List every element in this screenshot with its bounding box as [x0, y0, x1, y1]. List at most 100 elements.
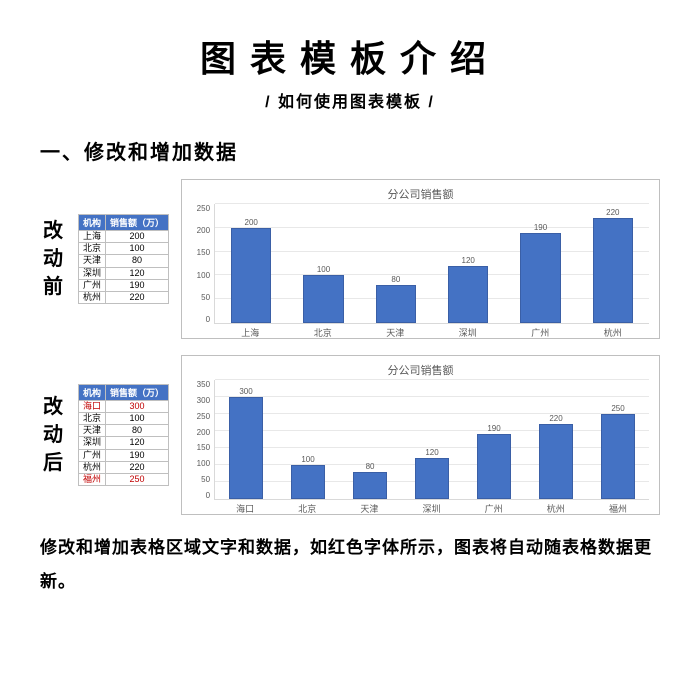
- xtick-label: 杭州: [525, 500, 587, 515]
- ytick-label: 200: [192, 428, 210, 437]
- bar-column: 190: [463, 380, 525, 499]
- bar: [291, 465, 326, 499]
- chart-yaxis: 0 50 100 150 200 250: [192, 204, 214, 324]
- chart-title: 分公司销售额: [192, 186, 649, 202]
- xtick-label: 海口: [214, 500, 276, 515]
- ytick-label: 0: [192, 491, 210, 500]
- ytick-label: 0: [192, 315, 210, 324]
- before-chart: 分公司销售额 0 50 100 150 200 250 200 100 80 120 19…: [181, 179, 660, 339]
- chart-title: 分公司销售额: [192, 362, 649, 378]
- table-header-col1: 机构: [79, 384, 106, 400]
- bar: [448, 266, 489, 323]
- bar-column: 100: [277, 380, 339, 499]
- ytick-label: 300: [192, 396, 210, 405]
- bar-column: 120: [432, 204, 504, 323]
- bar: [601, 414, 636, 499]
- before-row: 改动前 机构 销售额（万） 上海200北京100天津80深圳120广州190杭州…: [40, 179, 660, 339]
- bar-value-label: 120: [425, 448, 438, 457]
- ytick-label: 50: [192, 475, 210, 484]
- table-row: 深圳120: [79, 267, 169, 279]
- ytick-label: 150: [192, 443, 210, 452]
- bar-column: 80: [339, 380, 401, 499]
- table-header-col1: 机构: [79, 214, 106, 230]
- bar-column: 120: [401, 380, 463, 499]
- bar: [231, 228, 272, 323]
- bar-value-label: 100: [301, 455, 314, 464]
- xtick-label: 深圳: [400, 500, 462, 515]
- bar-value-label: 190: [534, 223, 547, 232]
- table-row: 上海200: [79, 230, 169, 242]
- xtick-label: 天津: [359, 324, 432, 339]
- table-header-col2: 销售额（万）: [106, 384, 169, 400]
- bar-column: 220: [525, 380, 587, 499]
- table-row: 天津80: [79, 255, 169, 267]
- before-label: 改动前: [40, 217, 66, 301]
- page: 图表模板介绍 / 如何使用图表模板 / 一、修改和增加数据 改动前 机构 销售额…: [0, 0, 700, 619]
- bar: [376, 285, 417, 323]
- xtick-label: 天津: [338, 500, 400, 515]
- chart-plot-area: 300 100 80 120 190 220 250: [214, 380, 649, 500]
- footer-text: 修改和增加表格区域文字和数据，如红色字体所示，图表将自动随表格数据更新。: [40, 531, 660, 599]
- bar: [539, 424, 574, 499]
- bar: [353, 472, 388, 499]
- bar: [415, 458, 450, 499]
- ytick-label: 250: [192, 412, 210, 421]
- bar-value-label: 80: [366, 462, 375, 471]
- xtick-label: 上海: [214, 324, 287, 339]
- bar-column: 100: [287, 204, 359, 323]
- chart-plot-area: 200 100 80 120 190 220: [214, 204, 649, 324]
- xtick-label: 杭州: [577, 324, 650, 339]
- table-row: 福州250: [79, 474, 169, 486]
- bar-column: 300: [215, 380, 277, 499]
- table-row: 杭州220: [79, 461, 169, 473]
- chart-yaxis: 0 50 100 150 200 250 300 350: [192, 380, 214, 500]
- bar-column: 190: [504, 204, 576, 323]
- after-row: 改动后 机构 销售额（万） 海口300北京100天津80深圳120广州190杭州…: [40, 355, 660, 515]
- xtick-label: 北京: [276, 500, 338, 515]
- table-row: 天津80: [79, 425, 169, 437]
- bar: [303, 275, 344, 323]
- bar: [229, 397, 264, 499]
- bar-value-label: 200: [245, 218, 258, 227]
- table-row: 广州190: [79, 279, 169, 291]
- section-heading: 一、修改和增加数据: [40, 136, 660, 165]
- ytick-label: 150: [192, 248, 210, 257]
- page-subtitle: / 如何使用图表模板 /: [40, 88, 660, 112]
- bar-value-label: 250: [611, 404, 624, 413]
- table-header-col2: 销售额（万）: [106, 214, 169, 230]
- ytick-label: 350: [192, 380, 210, 389]
- after-label: 改动后: [40, 393, 66, 477]
- bar-value-label: 220: [549, 414, 562, 423]
- xtick-label: 北京: [287, 324, 360, 339]
- ytick-label: 100: [192, 271, 210, 280]
- chart-xaxis: 上海北京天津深圳广州杭州: [214, 324, 649, 339]
- after-chart: 分公司销售额 0 50 100 150 200 250 300 350 300 100 80 …: [181, 355, 660, 515]
- bar-value-label: 300: [239, 387, 252, 396]
- bar-value-label: 120: [462, 256, 475, 265]
- table-row: 杭州220: [79, 292, 169, 304]
- after-table: 机构 销售额（万） 海口300北京100天津80深圳120广州190杭州220福…: [78, 384, 169, 487]
- xtick-label: 广州: [463, 500, 525, 515]
- bar: [593, 218, 634, 323]
- ytick-label: 250: [192, 204, 210, 213]
- xtick-label: 深圳: [432, 324, 505, 339]
- ytick-label: 50: [192, 293, 210, 302]
- table-row: 北京100: [79, 412, 169, 424]
- bar-value-label: 220: [606, 208, 619, 217]
- bar-column: 80: [360, 204, 432, 323]
- bar: [520, 233, 561, 323]
- chart-xaxis: 海口北京天津深圳广州杭州福州: [214, 500, 649, 515]
- bar-value-label: 190: [487, 424, 500, 433]
- bar-column: 250: [587, 380, 649, 499]
- xtick-label: 广州: [504, 324, 577, 339]
- ytick-label: 100: [192, 459, 210, 468]
- table-row: 海口300: [79, 400, 169, 412]
- page-title: 图表模板介绍: [40, 30, 660, 82]
- bar: [477, 434, 512, 499]
- ytick-label: 200: [192, 226, 210, 235]
- table-row: 北京100: [79, 243, 169, 255]
- bar-column: 200: [215, 204, 287, 323]
- bar-column: 220: [577, 204, 649, 323]
- bar-value-label: 80: [391, 275, 400, 284]
- bar-value-label: 100: [317, 265, 330, 274]
